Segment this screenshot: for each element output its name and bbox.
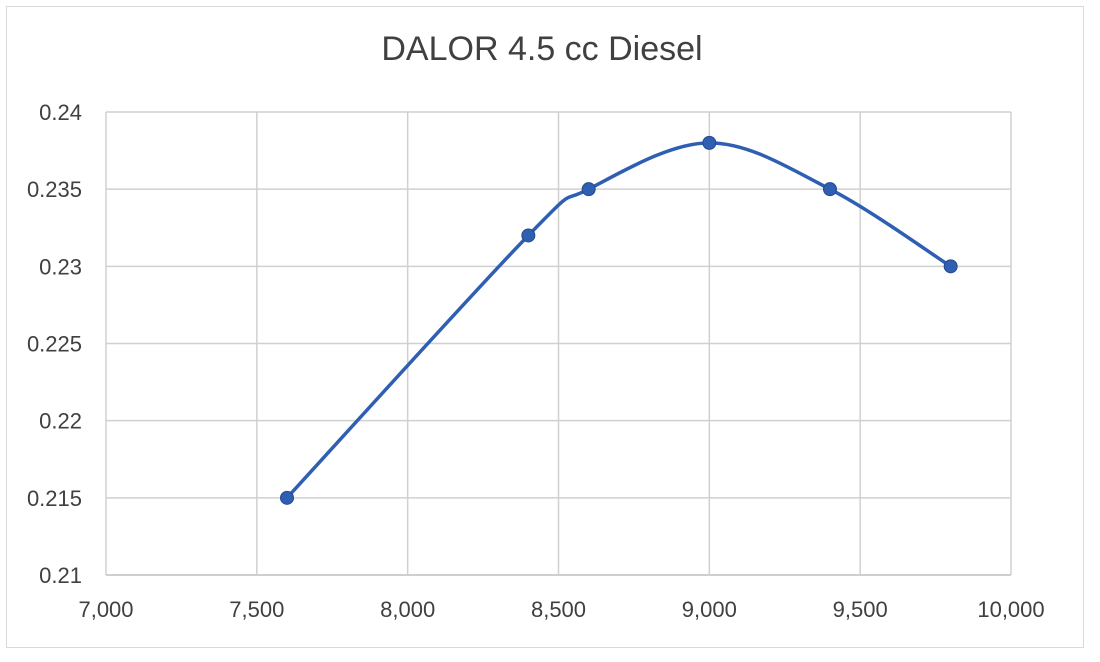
data-point	[521, 228, 536, 243]
data-point	[280, 490, 294, 505]
x-tick-label: 9,000	[682, 597, 737, 622]
x-tick-label: 7,000	[78, 597, 133, 622]
y-tick-label: 0.235	[27, 177, 82, 202]
chart-title: DALOR 4.5 cc Diesel	[381, 30, 703, 68]
grid-lines	[105, 111, 1012, 576]
x-tick-labels: 7,000 7,500 8,000 8,500 9,000 9,500 10,000	[78, 597, 1044, 622]
y-tick-label: 0.215	[27, 486, 82, 511]
x-tick-label: 7,500	[229, 597, 284, 622]
data-point	[943, 259, 958, 274]
series-line	[285, 141, 952, 500]
y-tick-label: 0.23	[39, 254, 82, 279]
x-tick-label: 8,500	[531, 597, 586, 622]
x-tick-label: 9,500	[833, 597, 888, 622]
data-point	[702, 135, 717, 150]
chart-frame	[6, 6, 1084, 648]
y-tick-label: 0.21	[39, 563, 82, 588]
y-tick-label: 0.225	[27, 332, 82, 357]
y-tick-label: 0.22	[39, 409, 82, 434]
x-tick-label: 10,000	[977, 597, 1044, 622]
data-point	[823, 182, 837, 197]
y-tick-labels: 0.21 0.215 0.22 0.225 0.23 0.235 0.24	[27, 100, 82, 588]
series-points	[280, 135, 958, 505]
x-tick-label: 8,000	[380, 597, 435, 622]
y-tick-label: 0.24	[39, 100, 82, 125]
data-point	[581, 182, 596, 197]
